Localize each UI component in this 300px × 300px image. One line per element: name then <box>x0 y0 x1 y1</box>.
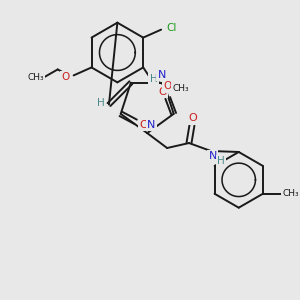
Text: O: O <box>163 81 171 91</box>
Text: N: N <box>209 151 217 161</box>
Text: O: O <box>139 120 148 130</box>
Text: Cl: Cl <box>166 23 176 33</box>
Text: O: O <box>61 72 70 82</box>
Text: N: N <box>147 120 155 130</box>
Text: O: O <box>189 113 197 123</box>
Text: H: H <box>97 98 105 108</box>
Text: CH₃: CH₃ <box>173 84 189 93</box>
Text: N: N <box>158 70 166 80</box>
Text: O: O <box>158 87 167 97</box>
Text: CH₃: CH₃ <box>282 189 299 198</box>
Text: H: H <box>150 74 158 84</box>
Text: H: H <box>217 156 225 166</box>
Text: CH₃: CH₃ <box>28 73 44 82</box>
